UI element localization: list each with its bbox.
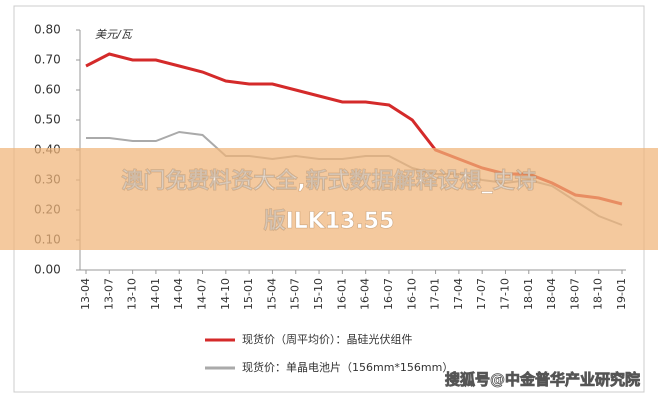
x-tick-label: 15-04	[265, 278, 278, 310]
x-tick-label: 14-07	[196, 278, 209, 310]
legend-label: 现货价：单晶电池片（156mm*156mm）	[242, 360, 453, 374]
x-tick-label: 17-04	[452, 278, 465, 310]
x-tick-label: 16-10	[405, 278, 418, 310]
x-tick-label: 18-10	[592, 278, 605, 310]
x-tick-label: 16-07	[382, 278, 395, 310]
x-tick-label: 15-10	[312, 278, 325, 310]
x-tick-label: 14-01	[149, 278, 162, 310]
legend-label: 现货价（周平均价）：晶硅光伏组件	[242, 332, 413, 346]
x-tick-label: 17-07	[475, 278, 488, 310]
x-tick-label: 17-01	[429, 278, 442, 310]
x-tick-label: 16-01	[335, 278, 348, 310]
x-tick-label: 14-04	[172, 278, 185, 310]
x-tick-label: 17-10	[498, 278, 511, 310]
watermark: 搜狐号@中金普华产业研究院	[445, 371, 640, 389]
x-tick-label: 13-04	[79, 278, 92, 310]
banner	[0, 148, 658, 250]
x-tick-label: 18-07	[568, 278, 581, 310]
x-tick-label: 15-07	[289, 278, 302, 310]
y-tick-label: 0.60	[34, 83, 61, 97]
x-tick-label: 13-10	[126, 278, 139, 310]
x-tick-label: 18-01	[522, 278, 535, 310]
y-tick-label: 0.80	[34, 23, 61, 37]
x-tick-label: 15-01	[242, 278, 255, 310]
x-tick-label: 13-07	[102, 278, 115, 310]
y-tick-label: 0.00	[34, 263, 61, 277]
x-tick-label: 19-01	[615, 278, 628, 310]
x-tick-label: 14-10	[219, 278, 232, 310]
y-axis-label: 美元/瓦	[95, 28, 134, 41]
x-tick-label: 16-04	[359, 278, 372, 310]
banner-text: 版ILK13.55	[264, 209, 395, 234]
y-tick-label: 0.70	[34, 53, 61, 67]
x-tick-label: 18-04	[545, 278, 558, 310]
banner-text: 澳门免费料资大全,新式数据解释设想_史诗	[121, 168, 536, 194]
y-tick-label: 0.50	[34, 113, 61, 127]
